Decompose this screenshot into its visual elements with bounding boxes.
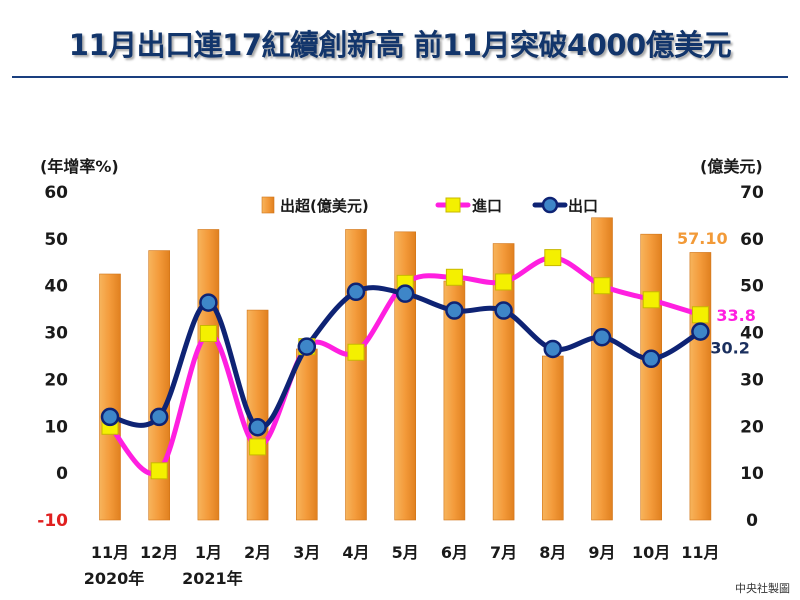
point-export xyxy=(592,328,612,347)
point-export xyxy=(543,339,563,359)
point-import xyxy=(642,291,660,309)
title-underline xyxy=(12,76,788,78)
bar-export-surplus xyxy=(591,217,613,521)
right-axis-tick-label: 70 xyxy=(740,183,764,203)
bar-export-surplus xyxy=(295,348,318,521)
point-export xyxy=(297,337,317,356)
bar-export-surplus xyxy=(148,250,170,521)
point-export xyxy=(199,293,218,312)
x-axis-tick-label: 5月 xyxy=(392,543,419,562)
left-axis-tick-label: 60 xyxy=(44,183,68,203)
point-export xyxy=(641,349,661,369)
right-axis-tick-label: 30 xyxy=(740,370,764,390)
point-import xyxy=(347,343,365,361)
legend-marker-export xyxy=(541,196,559,214)
data-label-export: 30.2 xyxy=(710,339,749,358)
left-axis-tick-label: 20 xyxy=(44,370,68,390)
x-axis-year-label: 2020年 xyxy=(84,569,145,588)
point-import xyxy=(249,438,267,456)
legend-label-import: 進口 xyxy=(472,197,502,215)
left-axis-title: (年增率%) xyxy=(40,157,119,176)
bar-export-surplus xyxy=(99,273,121,521)
point-export xyxy=(395,284,415,303)
point-export xyxy=(346,282,366,302)
left-axis-tick-label: 40 xyxy=(44,277,68,297)
x-axis-tick-label: 6月 xyxy=(441,543,468,562)
bar-export-surplus xyxy=(689,252,712,521)
right-axis-tick-label: 50 xyxy=(740,277,764,297)
x-axis-tick-label: 12月 xyxy=(140,543,178,562)
point-export xyxy=(149,407,169,427)
right-axis-tick-label: 0 xyxy=(746,511,758,531)
chart-title: 11月出口連17紅續創新高 前11月突破4000億美元 xyxy=(68,28,732,62)
x-axis-tick-label: 11月 xyxy=(91,543,129,562)
data-label-import: 33.8 xyxy=(716,306,755,325)
point-import xyxy=(544,249,562,267)
data-label-export-surplus: 57.10 xyxy=(677,229,728,248)
right-axis-tick-label: 10 xyxy=(740,464,764,484)
point-import xyxy=(495,273,513,291)
x-axis-tick-label: 2月 xyxy=(244,543,271,562)
right-axis-tick-label: 60 xyxy=(740,230,764,250)
right-axis-tick-label: 40 xyxy=(740,324,764,344)
legend-label-export-surplus: 出超(億美元) xyxy=(280,197,369,215)
point-import xyxy=(199,325,217,343)
bar-export-surplus xyxy=(394,231,417,521)
x-axis-tick-label: 7月 xyxy=(490,543,517,562)
point-export xyxy=(691,322,710,341)
x-axis-tick-label: 4月 xyxy=(342,543,369,562)
point-import xyxy=(150,462,168,480)
x-axis-tick-label: 3月 xyxy=(293,543,320,562)
left-axis-tick-label: 0 xyxy=(56,464,68,484)
point-import xyxy=(691,306,709,324)
legend-label-export: 出口 xyxy=(568,197,598,215)
right-axis-tick-label: 20 xyxy=(740,417,764,437)
point-export xyxy=(494,301,513,320)
source-credit: 中央社製圖 xyxy=(735,581,790,595)
legend-marker-import xyxy=(445,197,461,213)
x-axis-tick-label: 1月 xyxy=(195,543,222,562)
point-import xyxy=(593,277,611,295)
bar-export-surplus xyxy=(640,233,663,521)
left-axis-tick-label: 10 xyxy=(44,417,68,437)
bar-export-surplus xyxy=(345,229,367,521)
x-axis-year-label: 2021年 xyxy=(182,569,243,588)
x-axis-tick-label: 9月 xyxy=(588,543,615,562)
legend-swatch-export-surplus xyxy=(261,196,275,214)
x-axis-tick-label: 10月 xyxy=(632,543,670,562)
bar-export-surplus xyxy=(541,355,564,521)
right-axis-title: (億美元) xyxy=(700,157,763,176)
point-export xyxy=(248,417,267,437)
point-export xyxy=(100,407,120,427)
x-axis-tick-label: 8月 xyxy=(539,543,566,562)
left-axis-tick-label: 50 xyxy=(44,230,68,250)
point-export xyxy=(445,301,464,320)
x-axis-tick-label: 11月 xyxy=(681,543,719,562)
bar-export-surplus xyxy=(197,229,220,521)
left-axis-tick-label: -10 xyxy=(37,511,68,531)
left-axis-tick-label: 30 xyxy=(44,324,68,344)
point-import xyxy=(445,268,463,286)
